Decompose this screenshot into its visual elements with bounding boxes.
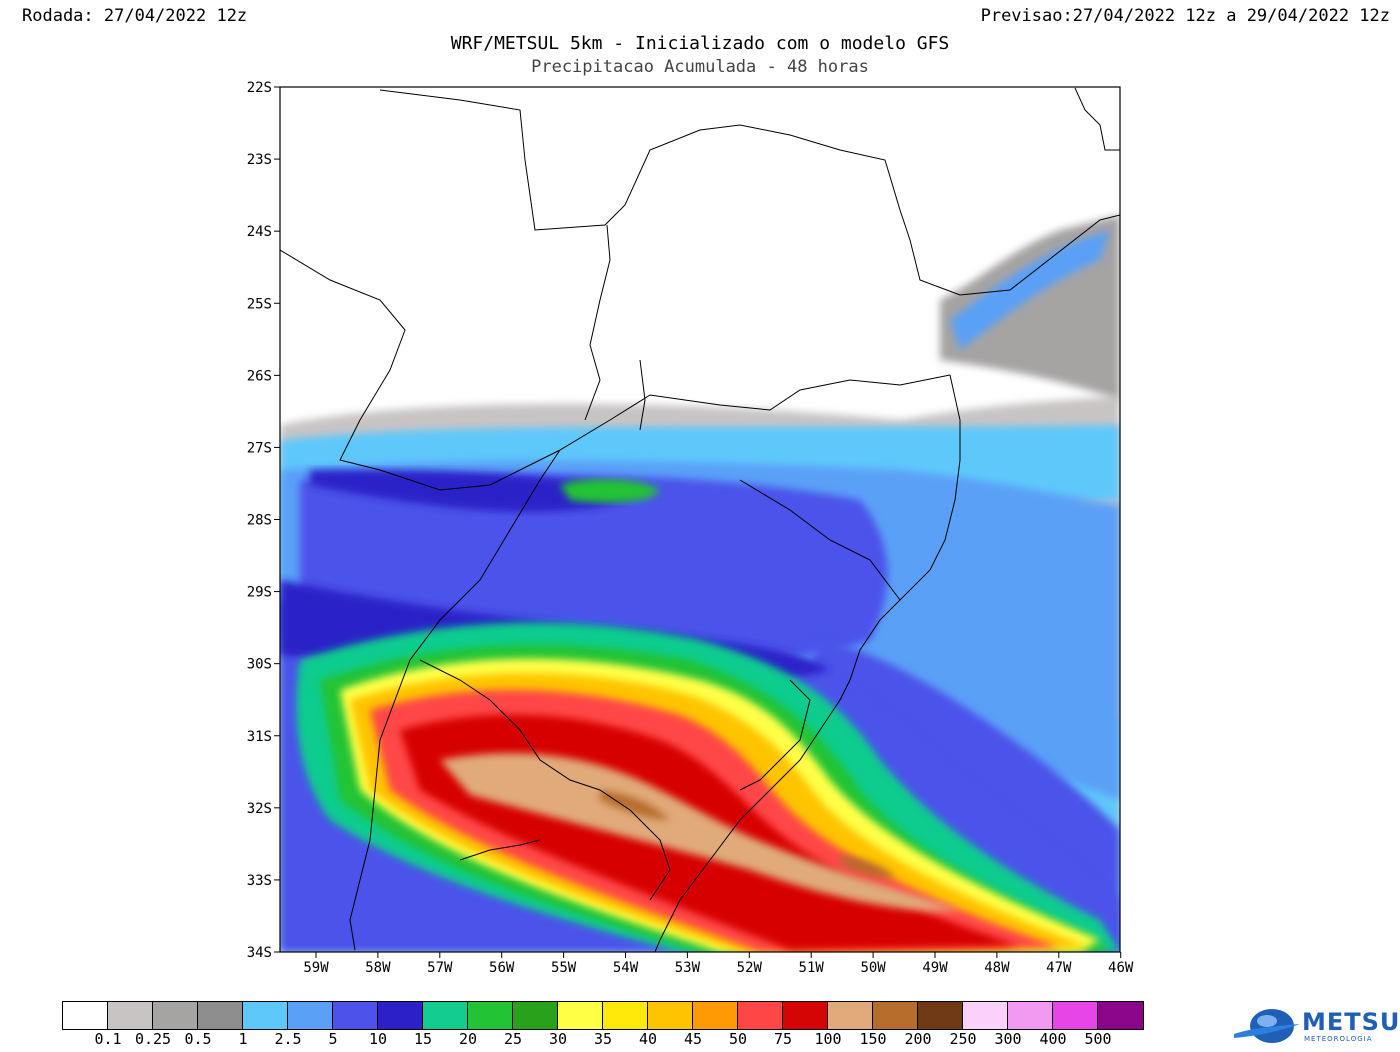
lon-tick-label: 49W bbox=[922, 960, 948, 976]
legend-label: 1 bbox=[238, 1030, 248, 1048]
map-title: WRF/METSUL 5km - Inicializado com o mode… bbox=[450, 33, 950, 54]
legend-label: 5 bbox=[328, 1030, 338, 1048]
legend-swatch bbox=[1098, 1002, 1143, 1029]
globe-icon bbox=[1234, 1009, 1300, 1043]
precipitation-map: 22S23S24S25S26S27S28S29S30S31S32S33S34S … bbox=[247, 80, 1134, 976]
legend-swatch bbox=[63, 1002, 108, 1029]
legend-label: 0.25 bbox=[134, 1030, 172, 1048]
legend-label: 15 bbox=[413, 1030, 433, 1048]
legend-swatch bbox=[1053, 1002, 1098, 1029]
lon-tick-label: 58W bbox=[365, 960, 391, 976]
lon-tick-label: 59W bbox=[303, 960, 329, 976]
forecast-period-label: Previsao:27/04/2022 12z a 29/04/2022 12z bbox=[980, 6, 1390, 26]
lat-tick-label: 26S bbox=[247, 368, 272, 384]
legend-swatch bbox=[873, 1002, 918, 1029]
legend-label: 75 bbox=[773, 1030, 793, 1048]
metsul-logo: METSUL METEOROLOGIA bbox=[1232, 1006, 1400, 1046]
coastlines-borders bbox=[280, 87, 1120, 952]
legend-label: 30 bbox=[548, 1030, 568, 1048]
legend-label: 25 bbox=[503, 1030, 523, 1048]
run-time-label: Rodada: 27/04/2022 12z bbox=[22, 6, 248, 26]
color-scale-legend bbox=[62, 1001, 1144, 1030]
lon-tick-label: 48W bbox=[984, 960, 1010, 976]
lon-tick-label: 54W bbox=[613, 960, 639, 976]
legend-label: 0.5 bbox=[184, 1030, 212, 1048]
legend-swatch bbox=[918, 1002, 963, 1029]
lat-tick-label: 27S bbox=[247, 440, 272, 456]
legend-swatch bbox=[783, 1002, 828, 1029]
legend-label: 40 bbox=[638, 1030, 658, 1048]
legend-swatch bbox=[963, 1002, 1008, 1029]
legend-label: 500 bbox=[1084, 1030, 1112, 1048]
legend-swatch bbox=[198, 1002, 243, 1029]
latitude-axis: 22S 23S 24S 25S 26S 27S 28S 29S 30S 31S 32S 33S 34S bbox=[247, 80, 280, 961]
legend-label: 250 bbox=[949, 1030, 977, 1048]
legend-label: 200 bbox=[904, 1030, 932, 1048]
lat-tick-label: 31S bbox=[247, 729, 272, 745]
legend-swatch bbox=[603, 1002, 648, 1029]
legend-label: 10 bbox=[368, 1030, 388, 1048]
logo-name: METSUL bbox=[1302, 1008, 1400, 1036]
legend-swatch bbox=[558, 1002, 603, 1029]
legend-swatch bbox=[423, 1002, 468, 1029]
legend-label: 50 bbox=[728, 1030, 748, 1048]
legend-swatch bbox=[828, 1002, 873, 1029]
lat-tick-label: 30S bbox=[247, 657, 272, 673]
legend-swatch bbox=[648, 1002, 693, 1029]
legend-label: 45 bbox=[683, 1030, 703, 1048]
lon-tick-label: 55W bbox=[551, 960, 577, 976]
legend-swatch bbox=[378, 1002, 423, 1029]
legend-label: 100 bbox=[814, 1030, 842, 1048]
lon-tick-label: 46W bbox=[1108, 960, 1134, 976]
lat-tick-label: 28S bbox=[247, 513, 272, 529]
longitude-axis: 59W 58W 57W 56W 55W 54W 53W 52W 51W 50W 49W 48W 47W 4… bbox=[303, 952, 1134, 976]
lat-tick-label: 32S bbox=[247, 801, 272, 817]
lat-tick-label: 29S bbox=[247, 585, 272, 601]
legend-swatch bbox=[333, 1002, 378, 1029]
legend-swatch bbox=[243, 1002, 288, 1029]
lon-tick-label: 53W bbox=[675, 960, 701, 976]
legend-swatch bbox=[288, 1002, 333, 1029]
legend-label: 2.5 bbox=[274, 1030, 302, 1048]
legend-label: 400 bbox=[1039, 1030, 1067, 1048]
legend-label: 0.1 bbox=[94, 1030, 122, 1048]
logo-subtitle: METEOROLOGIA bbox=[1304, 1035, 1373, 1043]
legend-label: 300 bbox=[994, 1030, 1022, 1048]
lon-tick-label: 50W bbox=[860, 960, 886, 976]
legend-swatch bbox=[693, 1002, 738, 1029]
lon-tick-label: 57W bbox=[427, 960, 453, 976]
lat-tick-label: 23S bbox=[247, 152, 272, 168]
lat-tick-label: 25S bbox=[247, 296, 272, 312]
legend-swatch bbox=[153, 1002, 198, 1029]
lat-tick-label: 33S bbox=[247, 873, 272, 889]
lat-tick-label: 22S bbox=[247, 80, 272, 96]
legend-label: 150 bbox=[859, 1030, 887, 1048]
precipitation-field bbox=[280, 87, 1120, 952]
lat-tick-label: 24S bbox=[247, 224, 272, 240]
legend-swatch bbox=[468, 1002, 513, 1029]
legend-swatch bbox=[1008, 1002, 1053, 1029]
lat-tick-label: 34S bbox=[247, 945, 272, 961]
lon-tick-label: 52W bbox=[737, 960, 763, 976]
legend-label: 35 bbox=[593, 1030, 613, 1048]
lon-tick-label: 56W bbox=[489, 960, 515, 976]
legend-label: 20 bbox=[458, 1030, 478, 1048]
legend-swatch bbox=[108, 1002, 153, 1029]
legend-swatch bbox=[513, 1002, 558, 1029]
map-subtitle: Precipitacao Acumulada - 48 horas bbox=[531, 57, 869, 77]
lon-tick-label: 47W bbox=[1046, 960, 1072, 976]
lon-tick-label: 51W bbox=[799, 960, 825, 976]
legend-swatch bbox=[738, 1002, 783, 1029]
